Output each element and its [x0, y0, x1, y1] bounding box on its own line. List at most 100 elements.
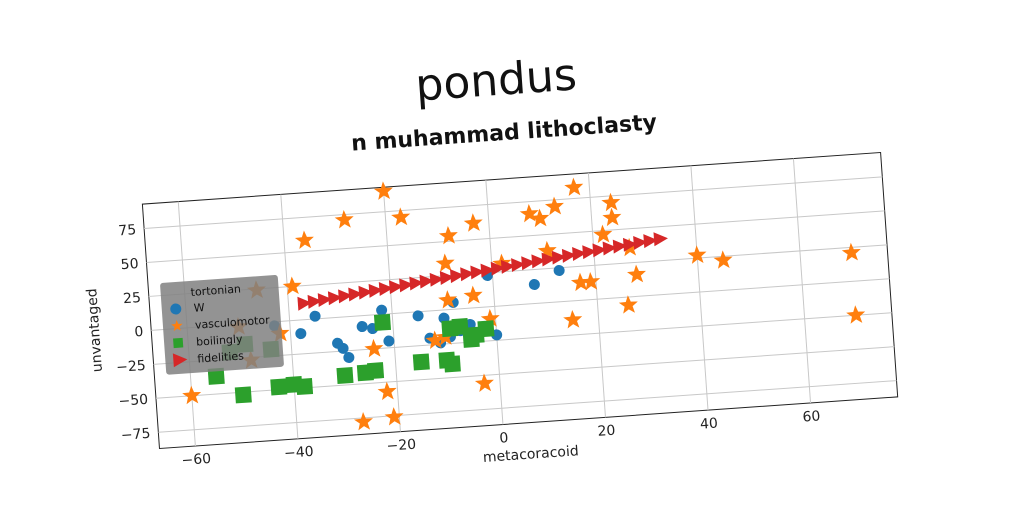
circle-point	[309, 310, 321, 322]
triangle-right-point	[388, 280, 404, 295]
star-point	[334, 209, 354, 229]
circle-point	[343, 351, 355, 363]
x-axis-label: metacoracoid	[482, 443, 579, 466]
circle-point	[376, 304, 388, 316]
star-point	[463, 213, 483, 232]
triangle-right-point	[480, 263, 495, 278]
series-boilingly	[207, 313, 495, 404]
triangle-right-point	[643, 234, 658, 249]
triangle-right-point	[490, 261, 506, 276]
square-point	[451, 317, 469, 336]
triangle-right-point	[561, 248, 577, 263]
x-tick-label: −20	[386, 437, 417, 455]
legend-title: tortonian	[190, 282, 241, 298]
x-gridline	[382, 187, 401, 432]
triangle-right-point	[521, 256, 536, 271]
legend-box	[160, 275, 284, 375]
star-point	[425, 330, 445, 349]
circle-point	[383, 335, 395, 347]
triangle-right-point	[653, 232, 668, 247]
x-gridline	[587, 172, 606, 418]
y-axis-label: unvantaged	[84, 288, 106, 373]
star-point	[384, 407, 404, 426]
x-gridline	[485, 180, 504, 425]
x-gridline	[792, 158, 812, 404]
square-point	[207, 367, 225, 385]
triangle-right-point	[429, 272, 445, 287]
triangle-right-point	[378, 282, 394, 297]
star-point	[537, 240, 557, 260]
legend-label: W	[193, 301, 205, 315]
chart-subtitle: n muhammad lithoclasty	[350, 110, 657, 156]
y-tick-label: 0	[134, 324, 144, 341]
y-tick-label: −75	[120, 426, 151, 444]
triangle-right-point	[511, 258, 526, 273]
legend-marker	[173, 337, 184, 349]
triangle-right-point	[551, 250, 567, 265]
star-point	[294, 230, 314, 249]
triangle-right-point	[327, 291, 343, 306]
triangle-right-point	[399, 278, 414, 293]
axis-ticks: −60 −40 −20 0 20 40 60 −75 −50 −25 0 25 50 75	[116, 222, 821, 469]
triangle-right-point	[439, 270, 455, 285]
x-tick-label: −40	[284, 444, 315, 462]
triangle-right-point	[541, 252, 557, 267]
triangle-right-point	[470, 265, 485, 280]
legend-label: boilingly	[196, 332, 244, 348]
star-point	[570, 272, 590, 292]
square-point	[234, 386, 252, 404]
star-point	[841, 242, 861, 262]
star-point	[438, 290, 458, 309]
square-point	[295, 377, 314, 396]
triangle-right-point	[368, 283, 384, 298]
square-point	[373, 313, 392, 331]
plot-area: −60 −40 −20 0 20 40 60 −75 −50 −25 0 25 50 75 metacor…	[84, 151, 899, 469]
y-gridline	[146, 210, 885, 263]
square-point	[477, 320, 495, 338]
triangle-right-point	[419, 274, 434, 289]
triangle-right-point	[307, 294, 323, 309]
y-tick-label: −25	[116, 358, 147, 376]
star-point	[438, 225, 458, 245]
legend-label: fidelities	[197, 349, 245, 365]
star-point	[544, 196, 564, 216]
triangle-right-point	[450, 269, 465, 284]
star-point	[182, 385, 202, 405]
star-point	[282, 276, 302, 295]
x-gridline	[690, 165, 709, 411]
axes-frame	[141, 151, 899, 450]
triangle-right-point	[582, 245, 597, 260]
square-point	[412, 353, 430, 371]
triangle-right-point	[460, 267, 475, 282]
star-point	[846, 305, 866, 324]
star-point	[474, 373, 494, 392]
star-point	[373, 181, 393, 200]
square-point	[270, 378, 288, 396]
legend: tortonian Wvasculomotorboilinglyfideliti…	[160, 275, 284, 375]
triangle-right-point	[572, 247, 587, 262]
star-point	[435, 253, 455, 272]
star-point	[593, 224, 613, 244]
y-gridline	[158, 380, 897, 433]
star-point	[480, 308, 500, 328]
x-tick-label: −60	[181, 451, 212, 469]
y-tick-label: 25	[123, 290, 142, 307]
x-tick-label: 0	[499, 430, 509, 447]
star-point	[530, 208, 550, 228]
triangle-right-point	[317, 293, 333, 308]
circle-point	[553, 264, 565, 276]
star-point	[687, 245, 707, 264]
star-point	[602, 207, 622, 227]
triangle-right-point	[612, 239, 628, 254]
star-point	[463, 285, 483, 305]
triangle-right-point	[409, 276, 424, 291]
triangle-right-point	[602, 241, 618, 256]
y-gridline	[144, 176, 883, 230]
circle-point	[337, 342, 349, 354]
square-point	[367, 362, 385, 380]
star-point	[601, 192, 621, 212]
series-fidelities	[297, 232, 668, 311]
triangle-right-point	[297, 296, 312, 311]
star-point	[391, 207, 411, 226]
